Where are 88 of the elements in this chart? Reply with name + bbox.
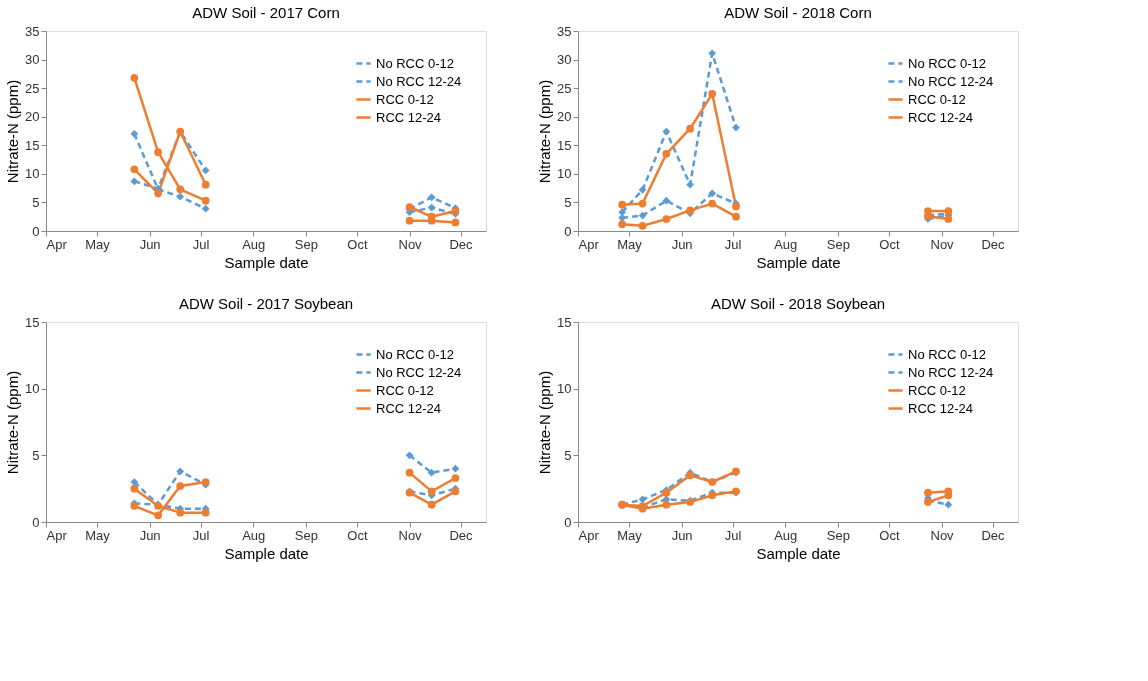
y-tick-label: 10 <box>557 381 572 397</box>
y-tick-label: 25 <box>25 80 40 96</box>
chart-title: ADW Soil - 2018 Soybean <box>710 295 886 312</box>
chart-title: ADW Soil - 2017 Corn <box>192 4 340 21</box>
x-tick-label: Dec <box>449 527 474 543</box>
x-tick-label: May <box>617 527 643 543</box>
x-tick-label: Sep <box>826 527 850 543</box>
x-tick-label: Nov <box>398 236 423 252</box>
y-tick-label: 0 <box>564 223 572 239</box>
x-axis-title: Sample date <box>756 544 841 562</box>
y-tick-label: 30 <box>25 52 40 68</box>
y-tick-label: 20 <box>25 109 40 125</box>
x-tick-label: Dec <box>981 236 1006 252</box>
x-tick-label: Aug <box>774 527 798 543</box>
legend-label: No RCC 0-12 <box>908 55 987 71</box>
legend-label: RCC 12-24 <box>908 400 974 416</box>
y-tick-label: 15 <box>25 137 40 153</box>
legend-label: RCC 12-24 <box>376 400 442 416</box>
y-tick-label: 5 <box>564 447 572 463</box>
y-tick-label: 35 <box>25 23 40 39</box>
x-tick-label: Aug <box>242 527 266 543</box>
x-tick-label: Dec <box>449 236 474 252</box>
legend-label: No RCC 12-24 <box>376 364 462 380</box>
x-tick-label: Sep <box>294 236 318 252</box>
x-tick-label: May <box>617 236 643 252</box>
y-tick-label: 0 <box>564 514 572 530</box>
legend-label: No RCC 12-24 <box>376 73 462 89</box>
x-tick-label: Oct <box>879 236 900 252</box>
y-tick-label: 5 <box>564 194 572 210</box>
x-tick-label: Apr <box>578 527 600 543</box>
x-tick-label: Nov <box>930 236 955 252</box>
x-tick-label: Apr <box>578 236 600 252</box>
y-tick-label: 5 <box>32 194 40 210</box>
y-axis-title: Nitrate-N (ppm) <box>536 79 554 184</box>
y-tick-label: 10 <box>557 166 572 182</box>
x-tick-label: Jun <box>671 527 693 543</box>
y-tick-label: 15 <box>557 314 572 330</box>
legend-label: No RCC 0-12 <box>376 55 455 71</box>
x-tick-label: Jun <box>139 236 161 252</box>
y-tick-label: 15 <box>25 314 40 330</box>
x-tick-label: Sep <box>294 527 318 543</box>
x-tick-label: Aug <box>242 236 266 252</box>
legend-label: No RCC 0-12 <box>376 346 455 362</box>
y-tick-label: 35 <box>557 23 572 39</box>
x-tick-label: Oct <box>347 527 368 543</box>
y-tick-label: 0 <box>32 223 40 239</box>
x-tick-label: Jul <box>192 527 210 543</box>
x-tick-label: Dec <box>981 527 1006 543</box>
x-tick-label: Oct <box>347 236 368 252</box>
chart-title: ADW Soil - 2017 Soybean <box>178 295 354 312</box>
x-tick-label: Sep <box>826 236 850 252</box>
y-tick-label: 15 <box>557 137 572 153</box>
x-tick-label: Apr <box>46 236 68 252</box>
legend-label: RCC 12-24 <box>376 109 442 125</box>
x-tick-label: Jun <box>139 527 161 543</box>
x-axis-title: Sample date <box>756 253 841 271</box>
x-tick-label: Jul <box>724 527 742 543</box>
y-tick-label: 5 <box>32 447 40 463</box>
x-tick-label: Nov <box>398 527 423 543</box>
x-tick-label: Aug <box>774 236 798 252</box>
x-tick-label: Oct <box>879 527 900 543</box>
y-tick-label: 10 <box>25 381 40 397</box>
y-axis-title: Nitrate-N (ppm) <box>536 370 554 475</box>
legend-label: No RCC 0-12 <box>908 346 987 362</box>
y-axis-title: Nitrate-N (ppm) <box>4 370 22 475</box>
x-tick-label: Nov <box>930 527 955 543</box>
legend-label: RCC 0-12 <box>908 382 966 398</box>
x-tick-label: Apr <box>46 527 68 543</box>
x-axis-title: Sample date <box>224 544 309 562</box>
legend-label: No RCC 12-24 <box>908 364 994 380</box>
x-tick-label: May <box>85 527 111 543</box>
chart-title: ADW Soil - 2018 Corn <box>724 4 872 21</box>
legend-label: RCC 0-12 <box>376 382 434 398</box>
x-tick-label: Jul <box>192 236 210 252</box>
y-tick-label: 0 <box>32 514 40 530</box>
y-tick-label: 10 <box>25 166 40 182</box>
x-tick-label: Jul <box>724 236 742 252</box>
legend-label: RCC 0-12 <box>376 91 434 107</box>
legend-label: RCC 0-12 <box>908 91 966 107</box>
y-tick-label: 25 <box>557 80 572 96</box>
legend-label: RCC 12-24 <box>908 109 974 125</box>
y-tick-label: 30 <box>557 52 572 68</box>
y-tick-label: 20 <box>557 109 572 125</box>
x-axis-title: Sample date <box>224 253 309 271</box>
x-tick-label: Jun <box>671 236 693 252</box>
y-axis-title: Nitrate-N (ppm) <box>4 79 22 184</box>
legend-label: No RCC 12-24 <box>908 73 994 89</box>
x-tick-label: May <box>85 236 111 252</box>
